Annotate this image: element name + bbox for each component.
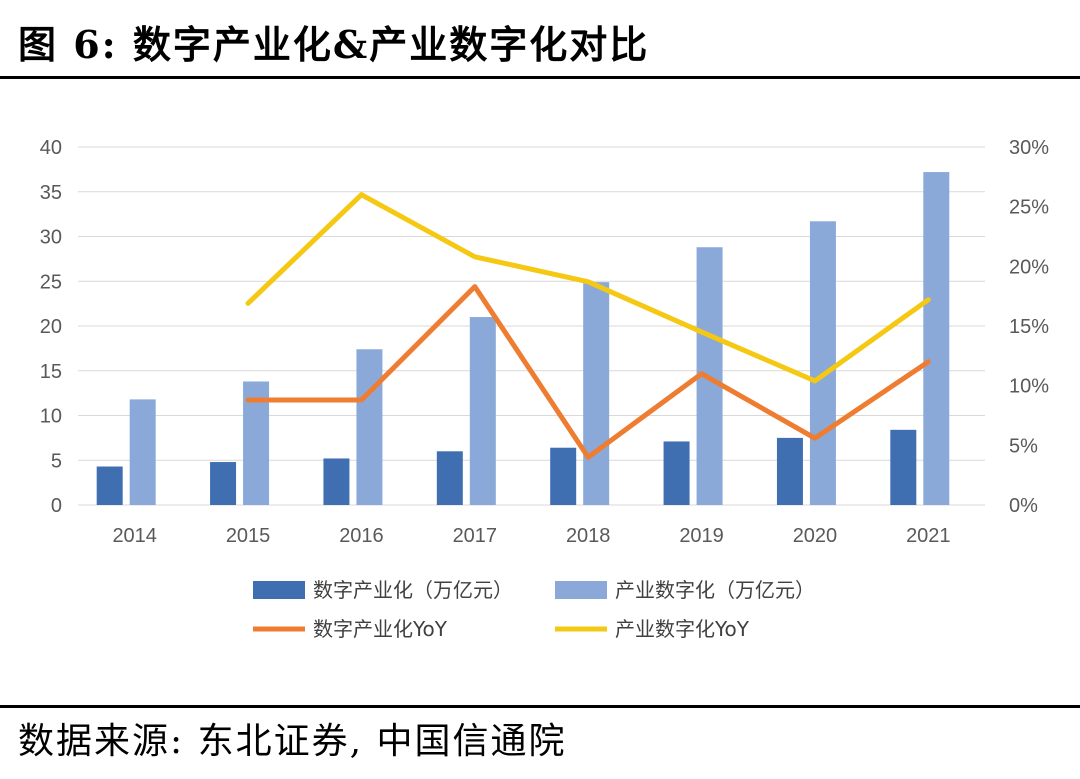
left-tick-label: 35 (40, 182, 62, 204)
gridlines (78, 146, 985, 506)
bar-digital-industrialization (323, 458, 350, 505)
bar-industrial-digitalization (583, 282, 610, 505)
left-tick-label: 10 (40, 406, 62, 428)
x-tick-label: 2019 (679, 525, 724, 547)
right-tick-label: 25% (1009, 197, 1049, 219)
left-tick-label: 5 (51, 450, 62, 472)
combo-chart: 0 5 10 15 20 25 30 35 40 0% 5% 10% 15% 20% 25% 30% 201… (40, 137, 1049, 641)
bar-digital-industrialization (890, 429, 917, 505)
bars-layer (96, 172, 950, 506)
left-tick-label: 15 (40, 361, 62, 383)
x-tick-label: 2018 (566, 525, 611, 547)
x-axis-ticks: 2014 2015 2016 2017 2018 2019 2020 2021 (112, 525, 950, 547)
bar-industrial-digitalization (809, 221, 836, 505)
right-tick-label: 0% (1009, 495, 1038, 517)
left-tick-label: 30 (40, 227, 62, 249)
source-divider (0, 705, 1080, 708)
left-tick-label: 20 (40, 316, 62, 338)
bar-digital-industrialization (550, 447, 577, 505)
legend-label: 数字产业化YoY (313, 617, 448, 641)
right-tick-label: 5% (1009, 435, 1038, 457)
left-axis-ticks: 0 5 10 15 20 25 30 35 40 (40, 137, 62, 517)
title-divider (0, 76, 1080, 79)
left-tick-label: 40 (40, 137, 62, 159)
x-tick-label: 2016 (339, 525, 384, 547)
line-digital-industrialization-yoy (245, 284, 931, 460)
right-tick-label: 10% (1009, 376, 1049, 398)
bar-industrial-digitalization (129, 399, 156, 505)
legend-swatch (555, 581, 607, 599)
bar-digital-industrialization (96, 466, 123, 505)
x-tick-label: 2020 (793, 525, 838, 547)
x-tick-label: 2021 (906, 525, 951, 547)
x-tick-label: 2017 (453, 525, 498, 547)
left-tick-label: 0 (51, 495, 62, 517)
line-industrial-digitalization-yoy (245, 192, 931, 384)
x-tick-label: 2014 (112, 525, 157, 547)
figure-header: 图 6: 数字产业化&产业数字化对比 (0, 0, 1080, 79)
right-tick-label: 30% (1009, 137, 1049, 159)
legend-label: 产业数字化（万亿元） (615, 578, 815, 602)
bar-digital-industrialization (776, 437, 803, 505)
right-tick-label: 15% (1009, 316, 1049, 338)
legend-label: 数字产业化（万亿元） (313, 578, 513, 602)
bar-digital-industrialization (663, 441, 690, 505)
legend-swatch (253, 581, 305, 599)
legend: 数字产业化（万亿元） 产业数字化（万亿元） 数字产业化YoY 产业数字化YoY (253, 578, 815, 641)
legend-label: 产业数字化YoY (615, 617, 750, 641)
bar-industrial-digitalization (469, 317, 496, 505)
x-tick-label: 2015 (226, 525, 271, 547)
bar-industrial-digitalization (356, 349, 383, 505)
bar-industrial-digitalization (923, 172, 950, 505)
left-tick-label: 25 (40, 271, 62, 293)
right-axis-ticks: 0% 5% 10% 15% 20% 25% 30% (1009, 137, 1049, 517)
figure-title: 图 6: 数字产业化&产业数字化对比 (18, 22, 650, 67)
bar-digital-industrialization (436, 451, 463, 505)
lines-layer (245, 192, 931, 460)
right-tick-label: 20% (1009, 256, 1049, 278)
source-note: 数据来源: 东北证券, 中国信通院 (18, 721, 567, 762)
bar-digital-industrialization (210, 462, 237, 505)
